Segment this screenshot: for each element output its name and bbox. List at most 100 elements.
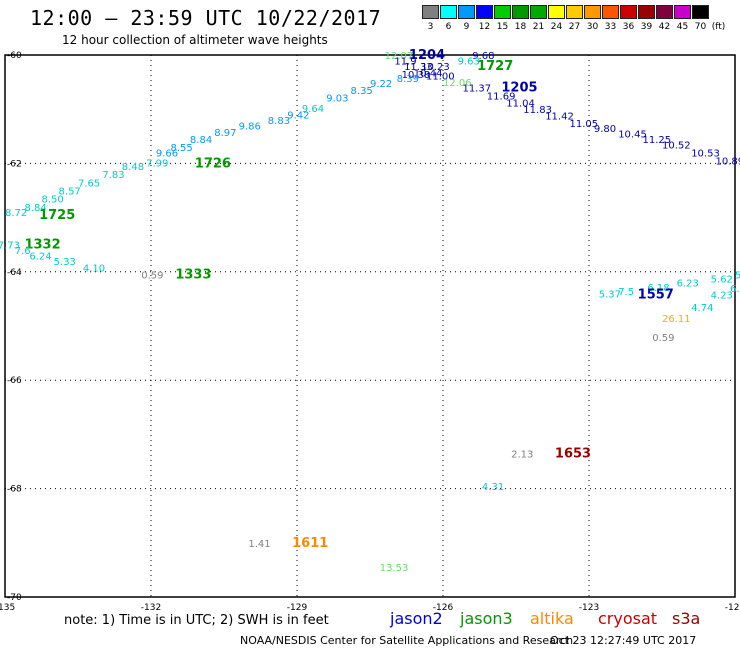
wave-height-label: 8.72 (5, 208, 27, 219)
scale-label: 21 (532, 22, 545, 32)
scale-swatch (476, 5, 493, 19)
wave-height-label: 10.38 (402, 70, 431, 81)
track-time-label: 1332 (24, 238, 60, 253)
wave-height-label: 9.66 (156, 149, 178, 160)
wave-height-label: 2.13 (511, 449, 533, 460)
lon-tick-label: -135 (0, 603, 15, 613)
wave-height-label: 8.48 (122, 162, 144, 173)
scale-label: 6 (445, 22, 452, 32)
scale-label: 18 (514, 22, 527, 32)
wave-height-label: 6.29 (730, 284, 740, 295)
lat-tick-label: -64 (7, 268, 22, 278)
wave-height-label: 11.05 (570, 119, 599, 130)
wave-height-label: 9.80 (594, 124, 616, 135)
scale-swatch (656, 5, 673, 19)
wave-height-label: 11.00 (426, 72, 455, 83)
track-time-label: 1333 (175, 268, 211, 283)
scale-swatch (548, 5, 565, 19)
wave-height-label: 10.52 (662, 140, 691, 151)
wave-height-label: 11.04 (506, 99, 535, 110)
wave-height-label: 10.44 (414, 68, 443, 79)
lon-tick-label: -132 (141, 603, 161, 613)
map-subtitle: 12 hour collection of altimeter wave hei… (62, 33, 328, 47)
legend-jason3: jason3 (460, 609, 513, 628)
wave-height-label: 7.83 (102, 170, 124, 181)
track-time-label: 1204 (409, 48, 445, 63)
scale-label: 27 (568, 22, 581, 32)
scale-swatch (458, 5, 475, 19)
wave-height-label: 5.62 (711, 274, 733, 285)
scale-swatch (674, 5, 691, 19)
wave-height-label: 8.84 (24, 203, 46, 214)
scale-label: 42 (658, 22, 671, 32)
wave-height-label: 5.37 (599, 289, 621, 300)
lon-tick-label: -126 (433, 603, 454, 613)
legend-altika: altika (530, 609, 574, 628)
lon-tick-label: -120 (725, 603, 740, 613)
wave-height-label: 11.9 (394, 56, 416, 67)
wave-height-label: 9.63 (458, 56, 480, 67)
lon-tick-label: -123 (579, 603, 599, 613)
wave-height-label: 11.69 (487, 92, 516, 103)
wave-height-label: 11.33 (404, 62, 433, 73)
wave-height-label: 0.59 (141, 271, 163, 282)
wave-height-label: 5.6 (735, 271, 740, 282)
wave-height-label: 6.23 (677, 279, 699, 290)
wave-height-label: 7.99 (146, 158, 168, 169)
wave-height-label: 11.83 (523, 105, 552, 116)
wave-height-label: 26.11 (662, 314, 691, 325)
wave-height-label: 12.07 (385, 51, 414, 62)
wave-height-label: 11.42 (545, 112, 574, 123)
wave-height-label: 13.53 (380, 563, 409, 574)
wave-height-label: 8.57 (59, 187, 81, 198)
wave-height-label: 9.03 (326, 93, 348, 104)
wave-height-label: 10.45 (618, 130, 647, 141)
scale-label: 15 (496, 22, 509, 32)
scale-label: 39 (640, 22, 653, 32)
wave-height-label: 1.41 (248, 539, 270, 550)
scale-label: 36 (622, 22, 635, 32)
scale-label: 3 (427, 22, 434, 32)
wave-height-label: 9.22 (370, 79, 392, 90)
scale-swatch (584, 5, 601, 19)
wave-height-label: 10.89 (716, 157, 740, 168)
wave-height-label: 11.37 (462, 84, 491, 95)
map-title: 12:00 – 23:59 UTC 10/22/2017 (30, 6, 382, 30)
credit-line: NOAA/NESDIS Center for Satellite Applica… (240, 634, 574, 647)
wave-height-label: 9.42 (287, 111, 309, 122)
plot-frame (4, 54, 736, 598)
scale-label: 24 (550, 22, 563, 32)
wave-height-label: 8.84 (190, 135, 212, 146)
wave-height-label: 7.5 (618, 287, 634, 298)
legend-cryosat: cryosat (598, 609, 658, 628)
wave-height-label: 4.23 (711, 291, 733, 302)
track-time-label: 1725 (39, 208, 75, 223)
wave-height-label: 8.35 (351, 86, 373, 97)
scale-swatch (692, 5, 709, 19)
wave-height-label: 11.25 (643, 135, 672, 146)
wave-height-label: 8.83 (268, 116, 290, 127)
wave-height-label: 7.73 (0, 241, 20, 252)
scale-label: (ft) (711, 22, 726, 32)
scale-label: 70 (694, 22, 707, 32)
wave-height-label: 8.55 (170, 143, 192, 154)
wave-height-label: 6.24 (29, 252, 51, 263)
scale-label: 45 (676, 22, 689, 32)
wave-height-label: 4.74 (691, 303, 713, 314)
wave-height-label: 5.33 (54, 257, 76, 268)
scale-swatch (530, 5, 547, 19)
scale-swatch (494, 5, 511, 19)
wave-height-label: 12.06 (443, 78, 472, 89)
scale-swatch (440, 5, 457, 19)
lat-tick-label: -60 (7, 51, 22, 61)
wave-height-label: 9.64 (302, 104, 324, 115)
scale-swatch (602, 5, 619, 19)
legend-s3a: s3a (672, 609, 701, 628)
wave-height-label: 10.53 (691, 149, 720, 160)
wave-height-label: 9.68 (472, 51, 494, 62)
lat-tick-label: -66 (7, 376, 22, 386)
scale-label: 33 (604, 22, 617, 32)
legend-jason2: jason2 (390, 609, 443, 628)
